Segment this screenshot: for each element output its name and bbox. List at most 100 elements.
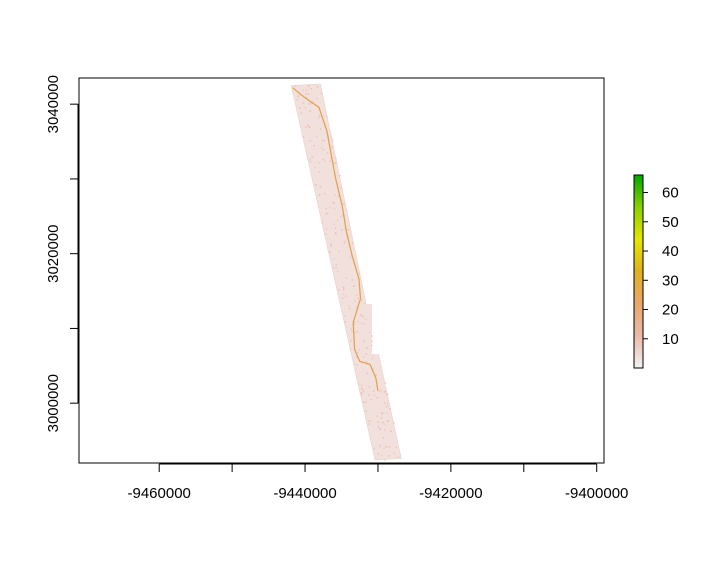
raster-cell xyxy=(315,184,317,186)
raster-cell xyxy=(363,303,365,305)
raster-cell xyxy=(322,221,324,224)
raster-cell xyxy=(344,315,346,317)
raster-cell xyxy=(386,403,389,405)
raster-cell xyxy=(337,270,339,272)
raster-cell xyxy=(347,229,350,231)
raster-cell xyxy=(338,289,340,291)
raster-cell xyxy=(363,323,366,325)
raster-cell xyxy=(345,295,347,297)
raster-cell xyxy=(383,391,385,393)
raster-cell xyxy=(296,99,298,101)
raster-cell xyxy=(358,383,361,385)
raster-cell xyxy=(360,392,363,394)
raster-cell xyxy=(390,430,392,432)
raster-cell xyxy=(342,293,344,296)
raster-cell xyxy=(309,110,311,112)
raster-cell xyxy=(371,335,373,337)
raster-cell xyxy=(382,437,385,439)
raster-cell xyxy=(354,300,356,302)
raster-cell xyxy=(367,420,370,422)
raster-cell xyxy=(376,397,378,399)
raster-cell xyxy=(349,307,351,310)
raster-cell xyxy=(353,321,355,323)
raster-cell xyxy=(341,297,344,299)
colorbar-tick-label: 10 xyxy=(662,331,679,348)
raster-cell xyxy=(368,394,370,396)
raster-cell xyxy=(319,185,322,188)
raster-cell xyxy=(343,288,345,290)
raster-cell xyxy=(366,363,368,365)
raster-cell xyxy=(379,428,381,430)
raster-cell xyxy=(318,162,320,164)
raster-cell xyxy=(323,193,326,195)
raster-cell xyxy=(365,318,367,320)
raster-cell xyxy=(317,117,320,119)
raster-cell xyxy=(379,391,381,393)
raster-cell xyxy=(383,402,386,404)
raster-cell xyxy=(320,147,323,149)
colorbar-ticks: 10 20 30 40 50 60 xyxy=(643,185,679,348)
raster-cell xyxy=(382,412,384,414)
raster-cell xyxy=(358,273,361,275)
colorbar-gradient xyxy=(633,174,644,369)
raster-cell xyxy=(383,447,385,450)
x-tick-label: -9400000 xyxy=(565,485,628,502)
colorbar-tick-label: 40 xyxy=(662,243,679,260)
raster-cell xyxy=(338,250,340,253)
raster-cell xyxy=(397,456,400,458)
raster-cell xyxy=(325,228,328,230)
raster-cell xyxy=(377,453,379,455)
raster-cell xyxy=(311,102,313,105)
y-axis: 3000000 3020000 3040000 xyxy=(45,75,79,432)
raster-cell xyxy=(357,320,359,323)
colorbar-legend: 10 20 30 40 50 60 xyxy=(633,174,679,369)
raster-cell xyxy=(313,166,316,169)
raster-cell xyxy=(350,340,352,342)
raster-cell xyxy=(309,127,311,129)
raster-cell xyxy=(344,321,346,323)
raster-cell xyxy=(322,149,325,151)
raster-cell xyxy=(339,175,341,177)
raster-cell xyxy=(384,459,386,461)
raster-cell xyxy=(386,406,388,408)
raster-cell xyxy=(351,279,353,281)
raster-cell xyxy=(354,332,356,334)
raster-cell xyxy=(352,242,354,244)
raster-cell xyxy=(362,389,364,391)
raster-cell xyxy=(384,429,386,431)
raster-cell xyxy=(373,447,375,449)
raster-cell xyxy=(359,314,362,317)
raster-cell xyxy=(334,227,337,229)
raster-cell xyxy=(363,391,365,393)
raster-cell xyxy=(321,139,323,141)
raster-cell xyxy=(332,267,335,269)
raster-cell xyxy=(345,277,347,279)
raster-cell xyxy=(373,394,376,397)
raster-cell xyxy=(363,401,365,403)
raster-cell xyxy=(300,112,302,114)
raster-cell xyxy=(325,207,327,209)
raster-cell xyxy=(311,156,314,158)
raster-cell xyxy=(361,393,363,396)
raster-cell xyxy=(320,92,322,95)
raster-cell xyxy=(327,135,330,137)
raster-cell xyxy=(368,386,371,388)
raster-cell xyxy=(318,171,320,173)
raster-cell xyxy=(386,412,388,414)
raster-cell xyxy=(349,256,352,259)
raster-cell xyxy=(361,314,363,316)
raster-cell xyxy=(325,213,328,215)
raster-cell xyxy=(305,89,308,92)
raster-cell xyxy=(381,412,383,415)
raster-cell xyxy=(317,86,319,88)
raster-cell xyxy=(313,144,315,147)
raster-cell xyxy=(335,157,337,160)
raster-cell xyxy=(316,135,318,137)
raster-cell xyxy=(353,323,355,325)
raster-cell xyxy=(395,446,397,448)
raster-cell xyxy=(333,202,335,204)
raster-cell xyxy=(386,393,388,396)
raster-cell xyxy=(357,351,359,354)
raster-cell xyxy=(358,349,360,351)
raster-cell xyxy=(353,285,355,287)
